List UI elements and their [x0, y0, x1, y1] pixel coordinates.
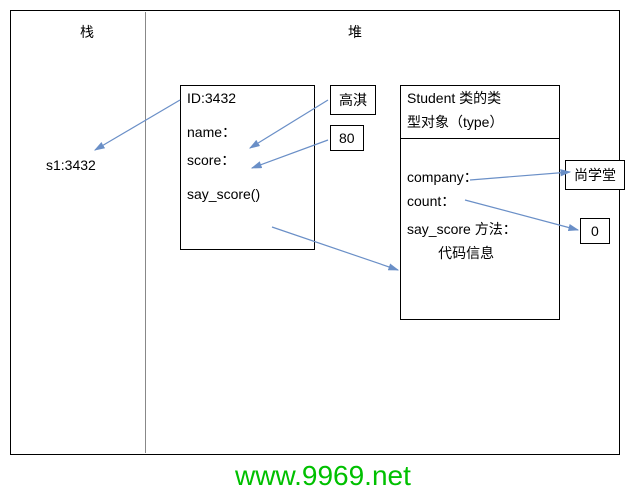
- class-header-1: Student 类的类: [401, 86, 559, 110]
- class-type-box: Student 类的类 型对象（type） company： count： sa…: [400, 85, 560, 320]
- class-header-2: 型对象（type）: [401, 110, 559, 134]
- stack-entry-s1: s1:3432: [46, 157, 96, 173]
- class-company-line: company：: [401, 165, 559, 189]
- count-value-box: 0: [580, 218, 610, 244]
- blank-line: [181, 110, 314, 118]
- instance-score-line: score：: [181, 146, 314, 174]
- instance-id-line: ID:3432: [181, 86, 314, 110]
- watermark-text: www.9969.net: [235, 460, 411, 492]
- blank-line: [181, 174, 314, 182]
- diagram-container: 栈 堆 s1:3432 ID:3432 name： score： say_sco…: [0, 0, 631, 500]
- heap-label: 堆: [348, 22, 362, 42]
- score-value-box: 80: [330, 125, 364, 151]
- instance-name-line: name：: [181, 118, 314, 146]
- instance-box: ID:3432 name： score： say_score(): [180, 85, 315, 250]
- instance-sayscore-line: say_score(): [181, 182, 314, 206]
- name-value-box: 高淇: [330, 85, 376, 115]
- stack-heap-divider: [145, 12, 146, 453]
- stack-label: 栈: [80, 22, 94, 42]
- class-codeinfo-line: 代码信息: [401, 241, 559, 265]
- company-value-box: 尚学堂: [565, 160, 625, 190]
- class-box-divider: [401, 138, 559, 139]
- class-count-line: count：: [401, 189, 559, 213]
- class-sayscore-line: say_score 方法：: [401, 217, 559, 241]
